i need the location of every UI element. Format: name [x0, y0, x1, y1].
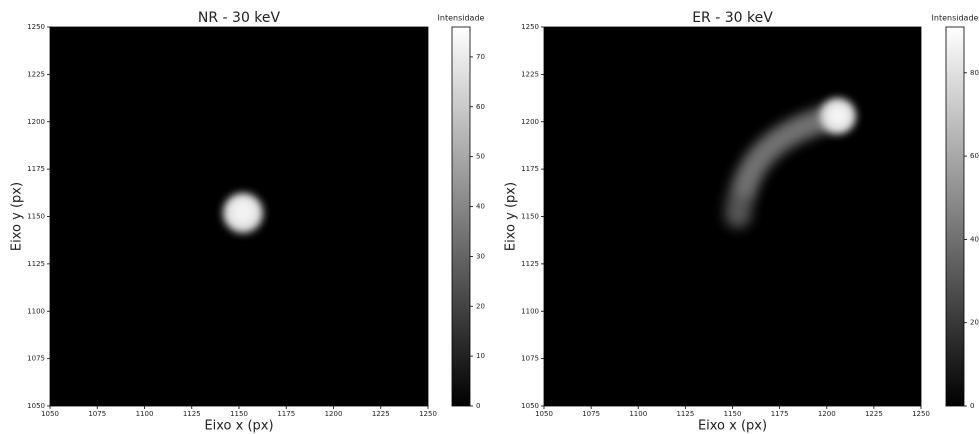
colorbar-tick-label: 50 [476, 153, 485, 161]
y-axis-label: Eixo y (px) [504, 182, 519, 251]
colorbar-tick-label: 0 [476, 402, 480, 410]
x-tick-label: 1175 [771, 410, 789, 418]
y-tick-label: 1100 [521, 307, 539, 315]
x-tick-label: 1075 [582, 410, 600, 418]
colorbar-tick-label: 10 [476, 352, 485, 360]
x-tick-label: 1225 [372, 410, 390, 418]
y-tick-label: 1050 [521, 402, 539, 410]
x-tick-label: 1050 [41, 410, 59, 418]
y-tick-label: 1225 [27, 70, 45, 78]
x-tick-label: 1100 [629, 410, 647, 418]
x-axis-label: Eixo x (px) [698, 419, 767, 434]
colorbar-tick-label: 20 [476, 302, 485, 310]
intensity-track [725, 98, 856, 228]
y-tick-label: 1125 [27, 260, 45, 268]
x-tick-label: 1125 [676, 410, 694, 418]
colorbar [945, 26, 965, 407]
colorbar-tick-label: 60 [970, 152, 979, 160]
x-tick-label: 1050 [535, 410, 553, 418]
y-tick-label: 1150 [521, 213, 539, 221]
y-tick-label: 1200 [27, 118, 45, 126]
x-tick-label: 1200 [818, 410, 836, 418]
colorbar-tick-label: 0 [970, 402, 974, 410]
x-tick-label: 1100 [136, 410, 154, 418]
y-tick-label: 1150 [27, 213, 45, 221]
colorbar-tick-label: 20 [970, 319, 979, 327]
colorbar-label: Intensidade [932, 14, 979, 23]
colorbar-tick-label: 40 [476, 203, 485, 211]
x-tick-label: 1225 [865, 410, 883, 418]
colorbar-tick-label: 40 [970, 235, 979, 243]
chart-title: ER - 30 keV [692, 10, 773, 26]
intensity-blob [223, 193, 263, 233]
colorbar-label: Intensidade [438, 14, 485, 23]
colorbar [451, 26, 471, 407]
y-tick-label: 1200 [521, 118, 539, 126]
y-axis-label: Eixo y (px) [10, 182, 25, 251]
y-tick-label: 1175 [27, 165, 45, 173]
x-tick-label: 1150 [724, 410, 742, 418]
x-tick-label: 1125 [183, 410, 201, 418]
x-tick-label: 1200 [325, 410, 343, 418]
y-tick-label: 1100 [27, 307, 45, 315]
x-tick-label: 1075 [88, 410, 106, 418]
chart-title: NR - 30 keV [198, 10, 281, 26]
y-tick-label: 1125 [521, 260, 539, 268]
x-tick-label: 1250 [419, 410, 437, 418]
y-tick-label: 1250 [521, 23, 539, 31]
x-axis-label: Eixo x (px) [204, 419, 273, 434]
x-tick-label: 1250 [912, 410, 930, 418]
colorbar-tick-label: 80 [970, 69, 979, 77]
y-tick-label: 1075 [521, 355, 539, 363]
y-tick-label: 1175 [521, 165, 539, 173]
y-tick-label: 1225 [521, 70, 539, 78]
colorbar-tick-label: 60 [476, 103, 485, 111]
y-tick-label: 1050 [27, 402, 45, 410]
x-tick-label: 1175 [277, 410, 295, 418]
y-tick-label: 1250 [27, 23, 45, 31]
colorbar-tick-label: 70 [476, 53, 485, 61]
x-tick-label: 1150 [230, 410, 248, 418]
y-tick-label: 1075 [27, 355, 45, 363]
colorbar-tick-label: 30 [476, 252, 485, 260]
